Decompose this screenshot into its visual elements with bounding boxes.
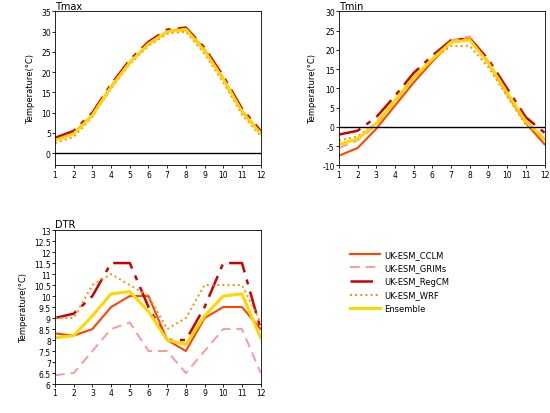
Y-axis label: Temperature(°C): Temperature(°C)	[308, 54, 317, 124]
Legend: UK-ESM_CCLM, UK-ESM_GRIMs, UK-ESM_RegCM, UK-ESM_WRF, Ensemble: UK-ESM_CCLM, UK-ESM_GRIMs, UK-ESM_RegCM,…	[347, 247, 452, 317]
Text: Tmax: Tmax	[55, 2, 82, 12]
Y-axis label: Temperature(°C): Temperature(°C)	[19, 273, 29, 342]
Text: Tmin: Tmin	[339, 2, 363, 12]
Text: DTR: DTR	[55, 220, 75, 230]
Y-axis label: Temperature(°C): Temperature(°C)	[26, 54, 36, 124]
